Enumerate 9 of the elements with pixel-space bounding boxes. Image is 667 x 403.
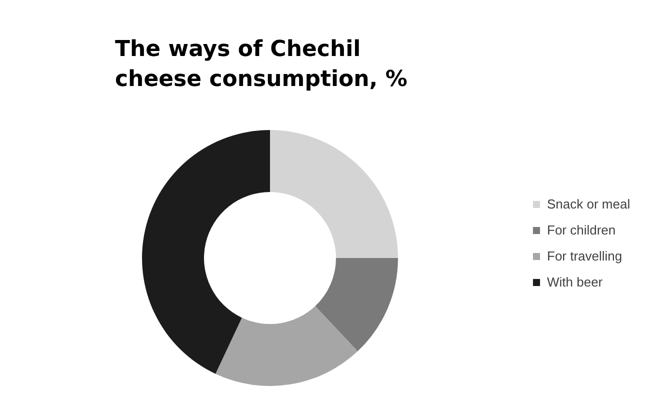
legend-label: For children [547,222,616,238]
donut-slice [216,306,358,386]
legend-label: With beer [547,274,604,290]
donut-slice [315,258,398,352]
legend-label: For travelling [547,248,622,264]
chart-title: The ways of Chechil cheese consumption, % [115,37,408,92]
legend-label: Snack or meal [547,196,630,212]
donut-slice [142,130,270,374]
donut-slice [270,130,398,258]
